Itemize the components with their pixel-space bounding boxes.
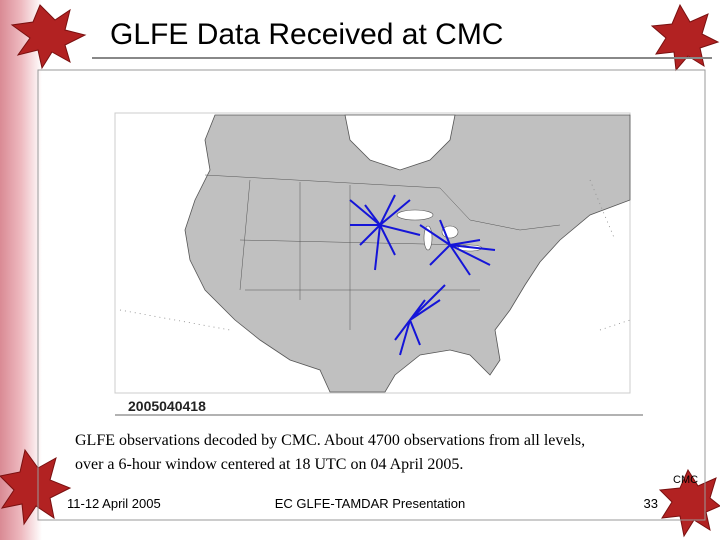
content-frame	[37, 69, 706, 521]
map	[114, 112, 631, 394]
map-label: 2005040418	[128, 398, 206, 414]
footer-page: 33	[644, 496, 658, 511]
slide-title: GLFE Data Received at CMC	[110, 18, 503, 51]
leaf	[650, 3, 720, 72]
land	[184, 114, 631, 393]
footer-date: 11-12 April 2005	[67, 496, 161, 511]
footer-presentation: EC GLFE-TAMDAR Presentation	[275, 496, 465, 511]
caption-line: over a 6-hour window centered at 18 UTC …	[75, 456, 463, 473]
hudson-bay	[344, 114, 456, 171]
caption-line: GLFE observations decoded by CMC. About …	[75, 432, 585, 449]
leaf	[10, 4, 87, 70]
source-label: CMC	[673, 474, 698, 486]
observation-tracks	[349, 194, 496, 356]
leaf	[0, 448, 72, 526]
side-stripe	[0, 0, 42, 540]
map-grid	[119, 179, 631, 331]
